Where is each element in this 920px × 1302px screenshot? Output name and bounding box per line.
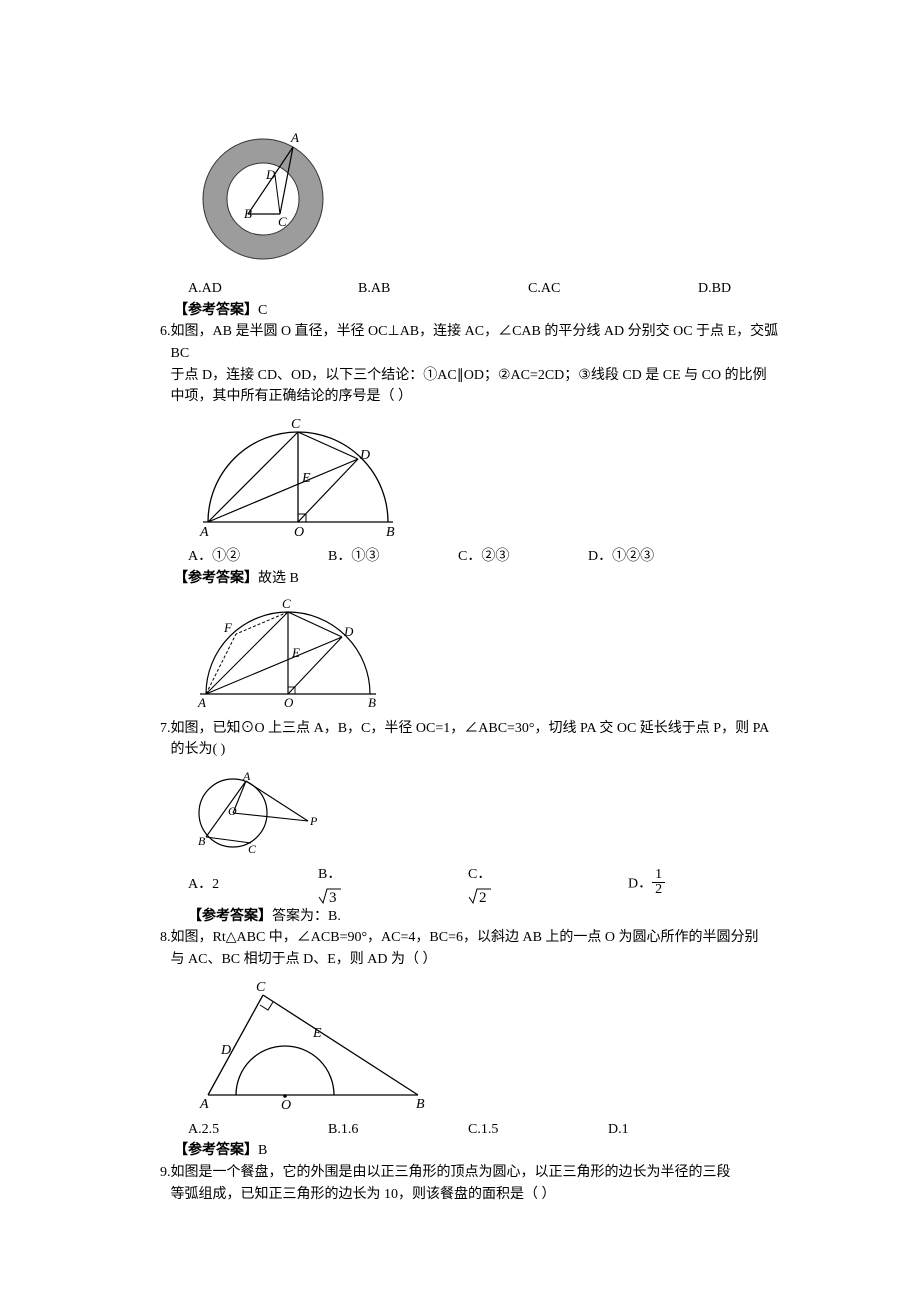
- q6-stem: 6. 如图，AB 是半圆 O 直径，半径 OC⊥AB，连接 AC，∠CAB 的平…: [160, 321, 800, 408]
- svg-text:B: B: [386, 525, 395, 540]
- answer-label: 【参考答案】: [174, 1143, 258, 1158]
- answer-label: 【参考答案】: [174, 571, 258, 586]
- svg-text:O: O: [294, 525, 304, 540]
- svg-text:C: C: [256, 980, 266, 995]
- svg-text:A: A: [199, 1097, 209, 1112]
- svg-text:C: C: [291, 417, 301, 432]
- q6-option-b: B．①③: [328, 546, 458, 568]
- q7-figure: O A B C P: [188, 765, 800, 860]
- q8-option-c: C.1.5: [468, 1119, 608, 1141]
- q5-answer: 【参考答案】C: [174, 300, 800, 322]
- q8-option-d: D.1: [608, 1119, 629, 1141]
- svg-text:E: E: [301, 471, 311, 486]
- sqrt3-icon: 3: [318, 886, 468, 906]
- q6-figure: A B O C D E: [188, 412, 800, 542]
- svg-text:E: E: [312, 1026, 322, 1041]
- q7-option-c: C．2: [468, 864, 628, 906]
- q9-stem-line2: 等弧组成，已知正三角形的边长为 10，则该餐盘的面积是（ ）: [171, 1184, 801, 1206]
- svg-text:O: O: [281, 1098, 291, 1113]
- q9-stem-line1: 如图是一个餐盘，它的外围是由以正三角形的顶点为圆心，以正三角形的边长为半径的三段: [171, 1162, 801, 1184]
- svg-text:B: B: [368, 695, 376, 710]
- q7-answer-value: 答案为：B.: [272, 909, 341, 924]
- q9-number: 9.: [160, 1162, 171, 1205]
- svg-text:D: D: [359, 448, 370, 463]
- q8-answer-value: B: [258, 1143, 267, 1158]
- sqrt2-icon: 2: [468, 886, 628, 906]
- q7-option-b: B．3: [318, 864, 468, 906]
- svg-text:D: D: [343, 624, 354, 639]
- q7-option-a: A．2: [188, 874, 318, 896]
- q7-answer: 【参考答案】答案为：B.: [188, 906, 800, 928]
- fraction-half: 12: [652, 868, 665, 897]
- q8-stem-line1: 如图，Rt△ABC 中，∠ACB=90°，AC=4，BC=6，以斜边 AB 上的…: [171, 927, 801, 949]
- q8-number: 8.: [160, 927, 171, 970]
- q5-figure: B C A D: [188, 114, 800, 274]
- q5-option-d: D.BD: [698, 278, 731, 300]
- q8-stem: 8. 如图，Rt△ABC 中，∠ACB=90°，AC=4，BC=6，以斜边 AB…: [160, 927, 800, 970]
- q9-stem: 9. 如图是一个餐盘，它的外围是由以正三角形的顶点为圆心，以正三角形的边长为半径…: [160, 1162, 800, 1205]
- q6-stem-line2: 于点 D，连接 CD、OD，以下三个结论：①AC∥OD；②AC=2CD；③线段 …: [171, 365, 801, 387]
- q5-options: A.AD B.AB C.AC D.BD: [188, 278, 800, 300]
- svg-text:A: A: [199, 525, 209, 540]
- q8-figure: A B C O D E: [188, 975, 800, 1115]
- svg-text:B: B: [416, 1097, 425, 1112]
- q6-option-a: A．①②: [188, 546, 328, 568]
- svg-text:A: A: [290, 130, 299, 145]
- svg-text:C: C: [282, 596, 291, 611]
- svg-text:P: P: [309, 814, 318, 828]
- q6-number: 6.: [160, 321, 171, 408]
- q7-number: 7.: [160, 718, 171, 761]
- q5-answer-value: C: [258, 303, 267, 318]
- svg-text:3: 3: [329, 890, 337, 906]
- q7-stem-line2: 的长为( ): [171, 739, 801, 761]
- answer-label: 【参考答案】: [174, 303, 258, 318]
- q6-answer: 【参考答案】故选 B: [174, 568, 800, 590]
- svg-text:O: O: [284, 695, 294, 710]
- svg-text:D: D: [265, 167, 276, 182]
- svg-text:2: 2: [479, 890, 487, 906]
- q7-stem-line1: 如图，已知⊙O 上三点 A，B，C，半径 OC=1，∠ABC=30°，切线 PA…: [171, 718, 801, 740]
- q7-stem: 7. 如图，已知⊙O 上三点 A，B，C，半径 OC=1，∠ABC=30°，切线…: [160, 718, 800, 761]
- answer-label: 【参考答案】: [188, 909, 272, 924]
- q6-stem-line3: 中项，其中所有正确结论的序号是（ ）: [171, 386, 801, 408]
- svg-text:C: C: [248, 842, 257, 856]
- q6-option-d: D．①②③: [588, 546, 654, 568]
- q6-option-c: C．②③: [458, 546, 588, 568]
- q7-options: A．2 B．3 C．2 D．12: [188, 864, 800, 906]
- q5-option-a: A.AD: [188, 278, 358, 300]
- q8-option-a: A.2.5: [188, 1119, 328, 1141]
- q5-option-c: C.AC: [528, 278, 698, 300]
- q8-option-b: B.1.6: [328, 1119, 468, 1141]
- svg-text:E: E: [291, 645, 300, 660]
- svg-text:D: D: [220, 1043, 231, 1058]
- q7-option-d: D．12: [628, 870, 665, 899]
- q8-stem-line2: 与 AC、BC 相切于点 D、E，则 AD 为（ ）: [171, 949, 801, 971]
- q6-options: A．①② B．①③ C．②③ D．①②③: [188, 546, 800, 568]
- q6-answer-value: 故选 B: [258, 571, 299, 586]
- svg-text:F: F: [223, 620, 233, 635]
- svg-text:B: B: [198, 834, 206, 848]
- q8-options: A.2.5 B.1.6 C.1.5 D.1: [188, 1119, 800, 1141]
- q8-answer: 【参考答案】B: [174, 1140, 800, 1162]
- q5-option-b: B.AB: [358, 278, 528, 300]
- svg-text:A: A: [197, 695, 206, 710]
- svg-text:C: C: [278, 214, 287, 229]
- q6-figure-2: A B O C D E F: [188, 594, 800, 714]
- q6-stem-line1: 如图，AB 是半圆 O 直径，半径 OC⊥AB，连接 AC，∠CAB 的平分线 …: [171, 321, 801, 364]
